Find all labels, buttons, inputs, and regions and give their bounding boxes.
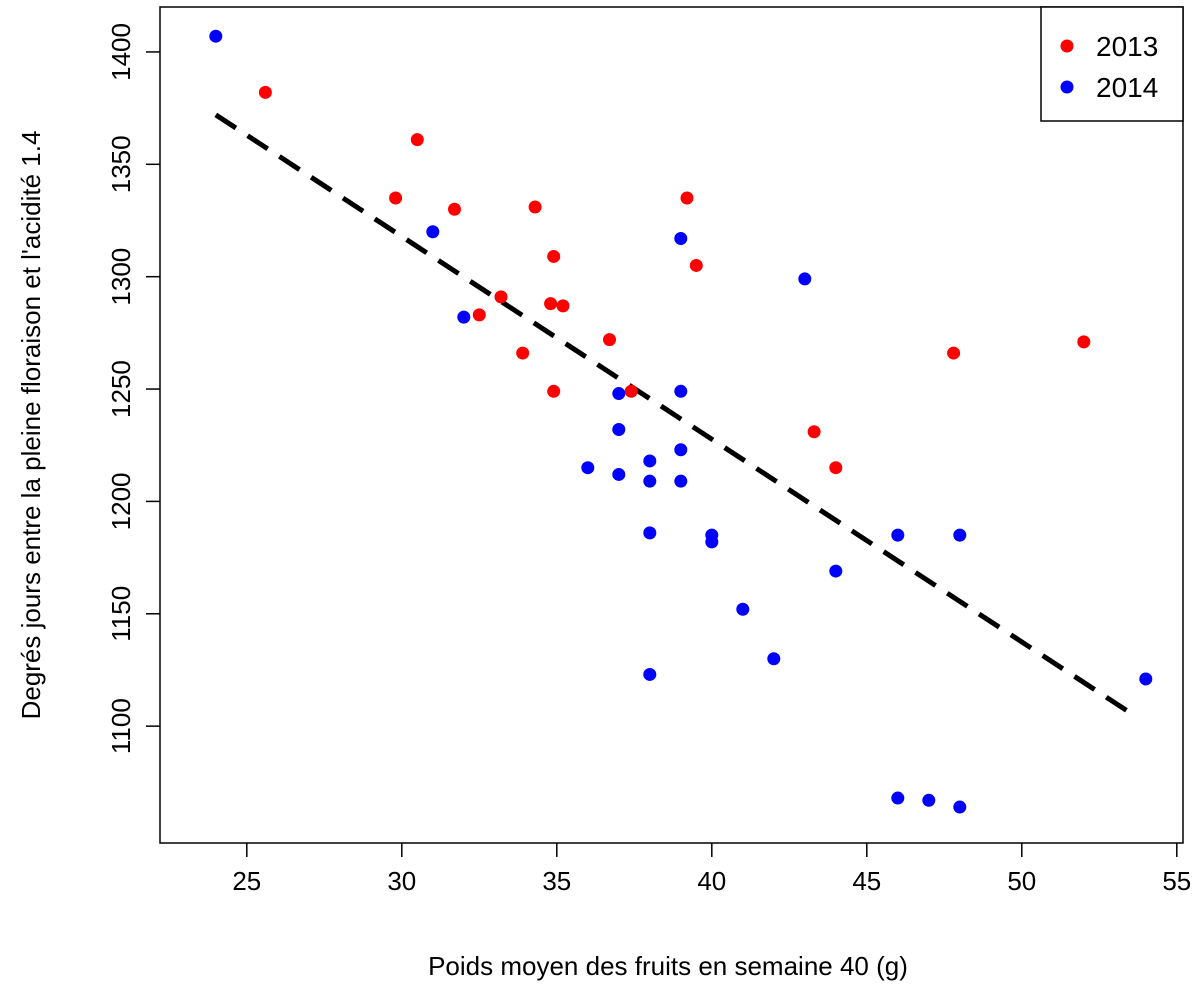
- data-point-2013: [494, 290, 508, 304]
- data-point-2014: [612, 422, 626, 436]
- data-point-2014: [829, 564, 843, 578]
- data-point-2014: [891, 528, 905, 542]
- data-point-2014: [426, 225, 440, 239]
- data-point-2013: [624, 384, 638, 398]
- data-point-2014: [953, 528, 967, 542]
- data-point-2013: [547, 249, 561, 263]
- x-tick-label: 45: [852, 866, 881, 896]
- data-point-2014: [705, 535, 719, 549]
- x-tick-label: 30: [387, 866, 416, 896]
- x-tick-label: 40: [697, 866, 726, 896]
- data-point-2013: [829, 461, 843, 475]
- data-point-2013: [410, 133, 424, 147]
- data-point-2014: [209, 29, 223, 43]
- x-tick-label: 50: [1007, 866, 1036, 896]
- data-point-2014: [767, 652, 781, 666]
- data-point-2013: [556, 299, 570, 313]
- data-point-2013: [689, 258, 703, 272]
- y-tick-label: 1400: [106, 23, 136, 81]
- data-point-2014: [643, 526, 657, 540]
- data-point-2014: [643, 474, 657, 488]
- y-tick-label: 1350: [106, 135, 136, 193]
- data-point-2014: [1139, 672, 1153, 686]
- data-point-2013: [389, 191, 403, 205]
- data-point-2013: [544, 297, 558, 311]
- data-point-2014: [581, 461, 595, 475]
- y-tick-label: 1300: [106, 248, 136, 306]
- data-point-2014: [612, 387, 626, 401]
- plot-frame: [159, 6, 1184, 844]
- y-tick-label: 1150: [106, 586, 136, 642]
- legend-box: [1040, 6, 1184, 122]
- data-point-2013: [603, 333, 616, 347]
- legend-marker-2013: [1060, 39, 1074, 53]
- data-point-2014: [643, 454, 657, 468]
- data-point-2014: [612, 467, 626, 481]
- data-point-2014: [674, 384, 688, 398]
- y-tick-label: 1100: [106, 698, 136, 754]
- data-point-2014: [891, 791, 905, 805]
- data-point-2014: [674, 231, 688, 245]
- legend-marker-2014: [1060, 80, 1074, 94]
- y-tick-label: 1200: [106, 472, 136, 530]
- data-point-2014: [457, 310, 471, 324]
- x-tick-label: 25: [232, 866, 261, 896]
- data-point-2014: [643, 667, 657, 681]
- legend-label-2014: 2014: [1096, 72, 1158, 103]
- data-point-2013: [947, 346, 961, 360]
- data-point-2014: [674, 443, 688, 457]
- data-point-2014: [736, 602, 750, 616]
- data-point-2013: [680, 191, 694, 205]
- x-axis-title: Poids moyen des fruits en semaine 40 (g): [428, 951, 908, 981]
- y-tick-label: 1250: [106, 360, 136, 418]
- y-axis-title: Degrés jours entre la pleine floraison e…: [16, 131, 46, 720]
- data-point-2013: [258, 85, 272, 99]
- data-point-2014: [674, 474, 688, 488]
- data-point-2014: [922, 793, 936, 807]
- data-point-2013: [472, 308, 486, 322]
- data-point-2013: [547, 384, 561, 398]
- data-point-2013: [807, 425, 821, 439]
- x-tick-label: 55: [1162, 866, 1191, 896]
- legend-label-2013: 2013: [1096, 31, 1158, 62]
- data-point-2013: [1077, 335, 1091, 349]
- data-point-2013: [528, 200, 542, 214]
- data-point-2014: [953, 800, 967, 814]
- data-point-2013: [516, 346, 530, 360]
- data-point-2013: [448, 202, 461, 216]
- data-point-2014: [798, 272, 812, 286]
- regression-trendline: [214, 112, 1135, 717]
- x-tick-label: 35: [542, 866, 571, 896]
